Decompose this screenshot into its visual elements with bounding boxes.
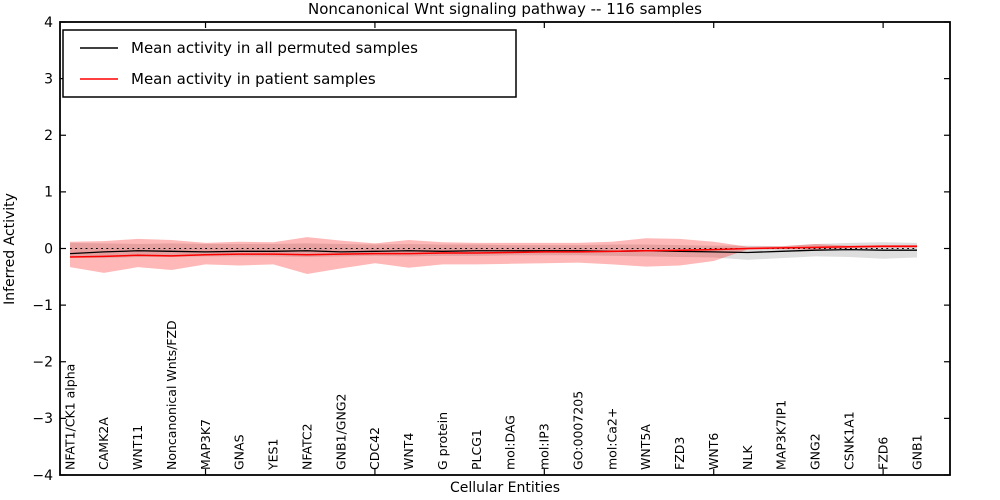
y-tick-label: 3: [44, 71, 53, 87]
y-tick-label: 4: [44, 15, 53, 31]
category-label: GNB1/GNG2: [333, 394, 348, 470]
mean-activity-in-patient-samples-line: [69, 245, 917, 258]
category-label: Noncanonical Wnts/FZD: [164, 320, 179, 470]
category-label: GNB1: [909, 434, 924, 470]
category-label: mol:Ca2+: [604, 408, 619, 470]
category-label: NFAT1/CK1 alpha: [62, 364, 77, 470]
category-label: CDC42: [367, 427, 382, 470]
y-tick-label: 0: [44, 241, 53, 257]
y-tick-label: −1: [32, 298, 53, 314]
y-tick-label: −3: [32, 411, 53, 427]
category-label: G protein: [435, 412, 450, 470]
category-label: CAMK2A: [96, 417, 111, 470]
patient-samples-std-band-area: [70, 237, 917, 274]
category-label: PLCG1: [469, 429, 484, 470]
category-label: GNAS: [232, 434, 247, 470]
legend-label-permuted: Mean activity in all permuted samples: [131, 39, 418, 57]
y-tick-label: 2: [44, 128, 53, 144]
category-label: mol:IP3: [537, 423, 552, 470]
legend-frame: [62, 29, 517, 98]
category-label: WNT5A: [638, 424, 653, 470]
legend-label-patient: Mean activity in patient samples: [131, 70, 376, 88]
category-label: MAP3K7IP1: [774, 400, 789, 470]
category-label: YES1: [266, 439, 281, 471]
y-tick-label: −2: [32, 355, 53, 371]
category-label: NLK: [740, 445, 755, 470]
legend: Mean activity in all permuted samples Me…: [62, 29, 517, 98]
category-label: GO:0007205: [570, 391, 585, 470]
y-axis-label: Inferred Activity: [2, 193, 18, 305]
plot-content: −4 −3 −2 −1 0 1 2 3 4 NFAT1/CK1 alpha CAMK2A WNT11 N…: [32, 15, 950, 484]
y-tick-label: 1: [44, 185, 53, 201]
chart-title: Noncanonical Wnt signaling pathway -- 11…: [308, 0, 702, 18]
category-label: WNT4: [401, 433, 416, 470]
category-label: FZD6: [875, 437, 890, 470]
mean-activity-in-all-permuted-samples-line: [69, 248, 917, 255]
category-label: NFATC2: [299, 423, 314, 470]
category-label: MAP3K7: [198, 419, 213, 470]
category-label: WNT11: [130, 425, 145, 470]
category-label: CSNK1A1: [841, 411, 856, 470]
category-label: mol:DAG: [503, 415, 518, 470]
category-label: GNG2: [808, 433, 823, 470]
category-label: WNT6: [706, 433, 721, 470]
category-label: FZD3: [672, 437, 687, 470]
x-axis-label: Cellular Entities: [450, 480, 560, 496]
y-tick-label: −4: [32, 468, 53, 484]
